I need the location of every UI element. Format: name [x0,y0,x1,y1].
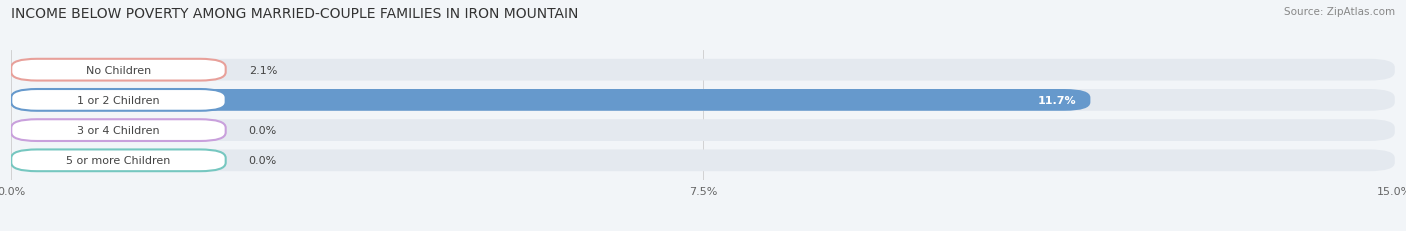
FancyBboxPatch shape [11,60,226,81]
FancyBboxPatch shape [11,90,1091,111]
Text: No Children: No Children [86,65,150,75]
Text: 3 or 4 Children: 3 or 4 Children [77,126,160,136]
Text: 11.7%: 11.7% [1038,95,1077,105]
Text: 0.0%: 0.0% [249,126,277,136]
FancyBboxPatch shape [11,120,226,141]
Text: 1 or 2 Children: 1 or 2 Children [77,95,160,105]
Text: 0.0%: 0.0% [249,156,277,166]
FancyBboxPatch shape [11,60,1395,81]
Text: 2.1%: 2.1% [249,65,277,75]
FancyBboxPatch shape [11,120,1395,141]
Text: INCOME BELOW POVERTY AMONG MARRIED-COUPLE FAMILIES IN IRON MOUNTAIN: INCOME BELOW POVERTY AMONG MARRIED-COUPL… [11,7,579,21]
Text: 5 or more Children: 5 or more Children [66,156,170,166]
FancyBboxPatch shape [11,150,226,171]
FancyBboxPatch shape [11,90,1395,111]
Text: Source: ZipAtlas.com: Source: ZipAtlas.com [1284,7,1395,17]
FancyBboxPatch shape [11,90,226,111]
FancyBboxPatch shape [11,60,205,81]
FancyBboxPatch shape [11,150,1395,171]
